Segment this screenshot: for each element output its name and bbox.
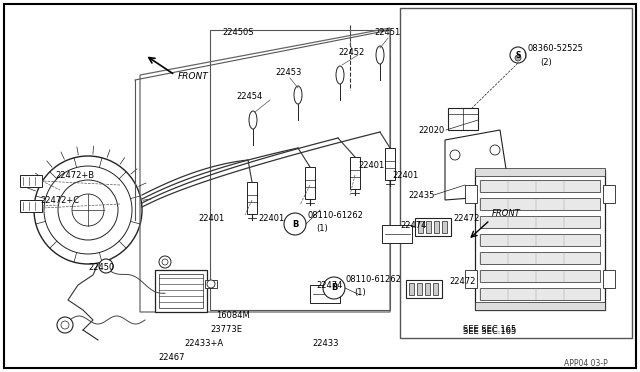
- Circle shape: [159, 256, 171, 268]
- Bar: [415, 218, 451, 236]
- Text: 22450: 22450: [88, 263, 115, 273]
- Circle shape: [515, 55, 521, 61]
- Bar: [425, 283, 430, 295]
- Text: 22401: 22401: [258, 214, 284, 222]
- Text: 22453: 22453: [275, 67, 301, 77]
- Text: 22467: 22467: [158, 353, 184, 362]
- Bar: [426, 221, 431, 233]
- Text: 22472: 22472: [453, 214, 479, 222]
- Text: (1): (1): [316, 224, 328, 232]
- Bar: [310, 285, 340, 303]
- Text: 22474: 22474: [316, 282, 342, 291]
- Text: 22472+B: 22472+B: [55, 170, 94, 180]
- Text: 22452: 22452: [338, 48, 364, 57]
- Text: 22472: 22472: [449, 278, 476, 286]
- Bar: [205, 280, 217, 288]
- Bar: [475, 168, 605, 176]
- Bar: [385, 148, 395, 180]
- Bar: [480, 288, 600, 300]
- Text: 22454: 22454: [236, 92, 262, 100]
- Bar: [465, 270, 477, 288]
- Bar: [465, 185, 477, 203]
- Text: 22450S: 22450S: [222, 28, 253, 36]
- Bar: [480, 216, 600, 228]
- Circle shape: [57, 317, 73, 333]
- Bar: [475, 170, 605, 310]
- Bar: [603, 270, 615, 288]
- Text: SEE SEC.165: SEE SEC.165: [463, 327, 516, 337]
- Bar: [155, 270, 207, 312]
- Bar: [480, 234, 600, 246]
- Text: FRONT: FRONT: [178, 72, 209, 81]
- Text: 22435: 22435: [408, 190, 435, 199]
- Text: 23773E: 23773E: [210, 326, 242, 334]
- Text: 22451: 22451: [374, 28, 400, 36]
- Bar: [418, 221, 423, 233]
- Bar: [159, 274, 203, 308]
- Bar: [480, 180, 600, 192]
- Text: 22433: 22433: [312, 340, 339, 349]
- Text: S: S: [515, 51, 521, 60]
- Bar: [433, 283, 438, 295]
- Bar: [350, 157, 360, 189]
- Text: (2): (2): [540, 58, 552, 67]
- Circle shape: [323, 277, 345, 299]
- Bar: [20, 175, 42, 187]
- Text: 22474: 22474: [400, 221, 426, 230]
- Circle shape: [61, 321, 69, 329]
- Text: 22433+A: 22433+A: [184, 340, 223, 349]
- Bar: [305, 167, 315, 199]
- Circle shape: [284, 213, 306, 235]
- Text: FRONT: FRONT: [492, 209, 521, 218]
- Bar: [475, 302, 605, 310]
- Bar: [448, 108, 478, 130]
- Text: 22401: 22401: [198, 214, 224, 222]
- Text: 22020: 22020: [418, 125, 444, 135]
- Bar: [434, 221, 439, 233]
- Text: 22472+C: 22472+C: [40, 196, 79, 205]
- Bar: [480, 198, 600, 210]
- Bar: [480, 252, 600, 264]
- Text: B: B: [331, 283, 337, 292]
- Circle shape: [162, 259, 168, 265]
- Text: 08360-52525: 08360-52525: [528, 44, 584, 52]
- Circle shape: [490, 145, 500, 155]
- Bar: [409, 283, 414, 295]
- Text: B: B: [292, 219, 298, 228]
- Bar: [417, 283, 422, 295]
- Text: 08110-61262: 08110-61262: [346, 276, 402, 285]
- Circle shape: [510, 47, 526, 63]
- Text: (1): (1): [354, 289, 365, 298]
- Bar: [603, 185, 615, 203]
- Bar: [247, 182, 257, 214]
- Circle shape: [99, 259, 113, 273]
- Text: 16084M: 16084M: [216, 311, 250, 321]
- Text: APP04 03-P: APP04 03-P: [564, 359, 608, 369]
- Circle shape: [450, 150, 460, 160]
- Text: 22401: 22401: [358, 160, 384, 170]
- Bar: [406, 280, 442, 298]
- Circle shape: [207, 280, 215, 288]
- Bar: [382, 225, 412, 243]
- Text: 22401: 22401: [392, 170, 419, 180]
- Text: SEE SEC.165: SEE SEC.165: [463, 326, 516, 334]
- Bar: [20, 200, 42, 212]
- Bar: [442, 221, 447, 233]
- Bar: [480, 270, 600, 282]
- Text: 08110-61262: 08110-61262: [308, 211, 364, 219]
- Bar: [400, 8, 632, 338]
